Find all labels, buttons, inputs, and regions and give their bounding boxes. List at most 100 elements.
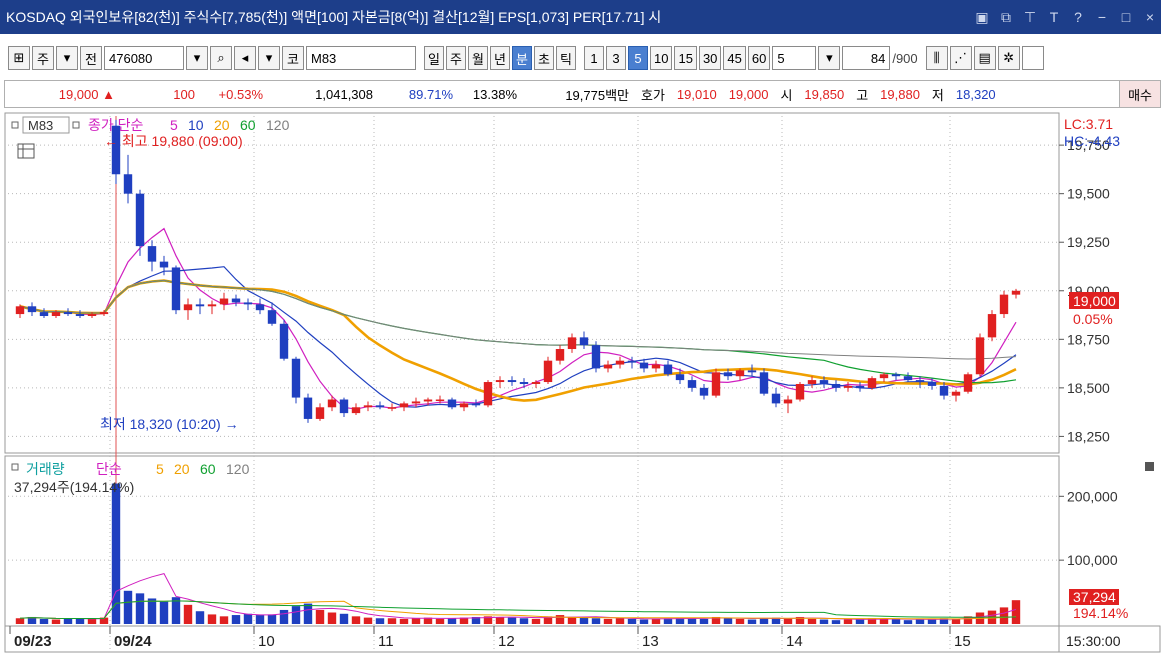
- volume-bar: [807, 618, 817, 624]
- minute-45[interactable]: 45: [723, 46, 746, 70]
- volume-bar: [951, 618, 961, 624]
- legend-prefix: 종가 단순: [88, 117, 144, 133]
- period-year[interactable]: 년: [490, 46, 510, 70]
- interval-input[interactable]: 5: [772, 46, 817, 70]
- volume-bar: [747, 619, 757, 624]
- panel-toggle-icon[interactable]: [11, 121, 19, 129]
- candle-body: [747, 370, 757, 373]
- minute-3[interactable]: 3: [606, 46, 626, 70]
- candle-body: [699, 387, 709, 396]
- buy-button[interactable]: 매수: [1119, 81, 1160, 107]
- volume-panel-frame: [4, 455, 1060, 627]
- volume-bar: [963, 616, 973, 624]
- font-size-icon[interactable]: T: [1049, 9, 1059, 25]
- prev-button[interactable]: 전: [80, 46, 102, 70]
- time-tick-label: 15: [954, 633, 971, 650]
- candle-body: [831, 383, 841, 388]
- low-label: 저: [931, 87, 944, 103]
- market-select[interactable]: 주: [32, 46, 54, 70]
- window-minimize-button[interactable]: −: [1097, 9, 1107, 25]
- volume-legend-prefix: 단순: [96, 461, 122, 477]
- period-minute[interactable]: 분: [512, 46, 532, 70]
- candle-body: [327, 399, 337, 408]
- candle-type-icon[interactable]: ⫼: [925, 46, 948, 70]
- market-dropdown-icon[interactable]: ▾: [56, 46, 78, 70]
- minute-10[interactable]: 10: [650, 46, 673, 70]
- volume-bar: [615, 618, 625, 624]
- volume-bar: [303, 603, 313, 624]
- speaker-dropdown-icon[interactable]: ▾: [258, 46, 280, 70]
- current-pct-label: 0.05%: [1073, 311, 1113, 327]
- volume-current-badge: [1069, 589, 1119, 605]
- ma-line-5: [19, 227, 1017, 410]
- candle-body: [555, 349, 565, 361]
- price-tick-label: 18,750: [1067, 331, 1110, 347]
- candle-body: [675, 374, 685, 381]
- stock-name-field[interactable]: M83: [306, 46, 416, 70]
- stock-badge[interactable]: [22, 116, 70, 134]
- minute-30[interactable]: 30: [698, 46, 722, 70]
- candle-body: [651, 364, 661, 369]
- candle-body: [183, 304, 193, 311]
- volume-bar: [327, 612, 337, 624]
- volume-bar: [447, 618, 457, 624]
- speaker-icon[interactable]: ◂: [234, 46, 256, 70]
- candle-body: [687, 380, 697, 388]
- candle-body: [351, 407, 361, 414]
- candle-body: [855, 385, 865, 388]
- candle-body: [39, 312, 49, 317]
- volume-bars: [15, 483, 1021, 624]
- period-tick[interactable]: 틱: [556, 46, 576, 70]
- candle-body: [387, 407, 397, 409]
- window-maximize-button[interactable]: □: [1121, 9, 1131, 25]
- volume-bar: [399, 618, 409, 624]
- volume-toggle-icon[interactable]: [11, 463, 19, 471]
- volume-bar: [819, 619, 829, 624]
- candle-body: [195, 304, 205, 307]
- count-input[interactable]: 84: [842, 46, 891, 70]
- candle-body: [519, 382, 529, 384]
- minute-1[interactable]: 1: [584, 46, 604, 70]
- minute-15[interactable]: 15: [674, 46, 697, 70]
- search-icon[interactable]: ⌕: [210, 46, 232, 70]
- minute-5[interactable]: 5: [628, 46, 648, 70]
- open-label: 시: [780, 87, 793, 103]
- checkbox-icon[interactable]: [1021, 46, 1044, 70]
- bid-price: 19,010: [676, 86, 717, 102]
- table-view-icon[interactable]: [17, 143, 35, 159]
- minute-60[interactable]: 60: [747, 46, 771, 70]
- volume-bar: [123, 590, 133, 624]
- volume-legend-ma60: 60: [200, 461, 216, 477]
- volume-current-badge-label: 37,294: [1073, 589, 1116, 605]
- volume-bar: [387, 618, 397, 624]
- panel-close-icon[interactable]: [1145, 462, 1154, 471]
- chart-menu-icon[interactable]: ⊞: [8, 46, 30, 70]
- period-month[interactable]: 월: [468, 46, 488, 70]
- legend-toggle-icon[interactable]: [72, 121, 80, 129]
- save-icon[interactable]: ▤: [973, 46, 996, 70]
- period-second[interactable]: 초: [534, 46, 554, 70]
- interval-dropdown-icon[interactable]: ▾: [818, 46, 841, 70]
- help-icon[interactable]: ?: [1074, 9, 1082, 25]
- volume-bar: [63, 618, 73, 624]
- volume-bar: [51, 619, 61, 624]
- volume-bar: [555, 615, 565, 624]
- layout-icon[interactable]: ▣: [975, 8, 989, 25]
- chart-area[interactable]: 19,750 19,500 19,250 19,000 18,750 18,500 18,2…: [4, 112, 1161, 653]
- copy-window-icon[interactable]: ⧉: [1001, 8, 1011, 25]
- pin-icon[interactable]: ⊤: [1023, 8, 1037, 25]
- time-axis-frame: [4, 625, 1060, 653]
- code-dropdown-icon[interactable]: ▾: [186, 46, 208, 70]
- volume-bar: [507, 617, 517, 624]
- period-day[interactable]: 일: [424, 46, 444, 70]
- period-week[interactable]: 주: [446, 46, 466, 70]
- window-close-button[interactable]: ×: [1145, 9, 1155, 25]
- volume-bar: [891, 619, 901, 624]
- candle-body: [159, 261, 169, 268]
- stock-code-input[interactable]: 476080: [104, 46, 184, 70]
- time-tick-label: 11: [378, 633, 394, 650]
- settings-gear-icon[interactable]: ✲: [997, 46, 1020, 70]
- chart-svg[interactable]: 19,750 19,500 19,250 19,000 18,750 18,500 18,2…: [4, 112, 1161, 653]
- indicator-icon[interactable]: ⋰: [949, 46, 972, 70]
- volume-bar: [471, 616, 481, 624]
